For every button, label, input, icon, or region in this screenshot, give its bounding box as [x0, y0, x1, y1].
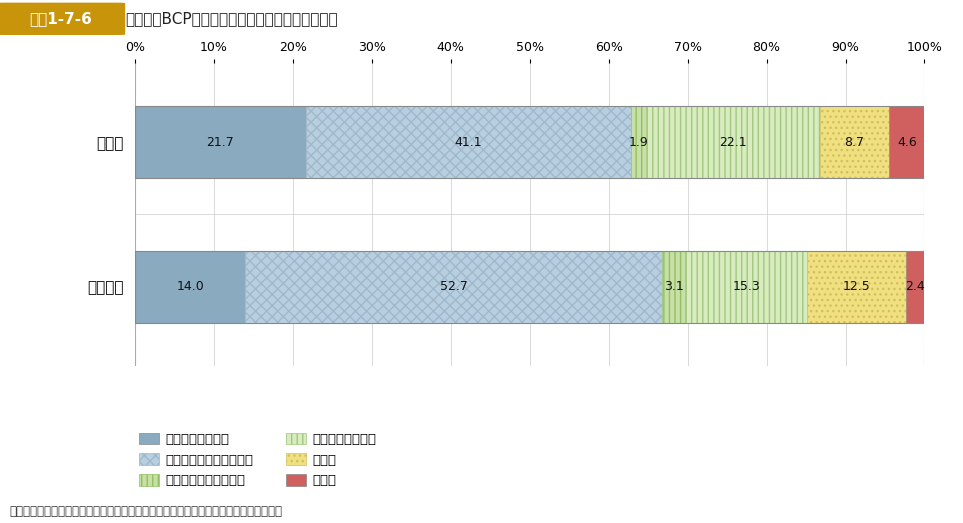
Text: 1.9: 1.9 — [628, 135, 648, 149]
Bar — [889, 106, 925, 178]
Text: 図表1-7-6: 図表1-7-6 — [29, 12, 91, 26]
Text: 12.5: 12.5 — [843, 280, 870, 293]
Text: 21.7: 21.7 — [207, 135, 234, 149]
Text: 2.4: 2.4 — [905, 280, 924, 293]
Bar — [662, 251, 686, 323]
Text: 52.7: 52.7 — [439, 280, 467, 293]
Bar — [646, 106, 820, 178]
Bar — [686, 251, 807, 323]
Text: 41.1: 41.1 — [455, 135, 482, 149]
Legend: とても役に立った, 少しは役に立ったと思う, 全く役に立たなかった, 役に立ったか不明, その他, 無回答: とても役に立った, 少しは役に立ったと思う, 全く役に立たなかった, 役に立った… — [134, 427, 382, 493]
Bar — [135, 251, 246, 323]
Bar — [807, 251, 905, 323]
Bar — [905, 251, 924, 323]
Bar — [135, 106, 924, 178]
Bar — [631, 106, 646, 178]
Text: 出典：「令和元年度企業の事業継続及び防災の取組に関する実態調査」より内閣府作成: 出典：「令和元年度企業の事業継続及び防災の取組に関する実態調査」より内閣府作成 — [10, 505, 282, 518]
Text: 8.7: 8.7 — [845, 135, 865, 149]
Text: 3.1: 3.1 — [664, 280, 684, 293]
FancyBboxPatch shape — [0, 3, 125, 35]
Text: 14.0: 14.0 — [176, 280, 204, 293]
Text: 22.1: 22.1 — [719, 135, 746, 149]
Text: 15.3: 15.3 — [733, 280, 760, 293]
Bar — [135, 106, 306, 178]
Bar — [306, 106, 631, 178]
Bar — [820, 106, 889, 178]
Text: 被災時にBCPが役に立ったかについての回答状況: 被災時にBCPが役に立ったかについての回答状況 — [125, 12, 338, 26]
Text: 4.6: 4.6 — [898, 135, 917, 149]
Bar — [135, 251, 924, 323]
Bar — [246, 251, 662, 323]
